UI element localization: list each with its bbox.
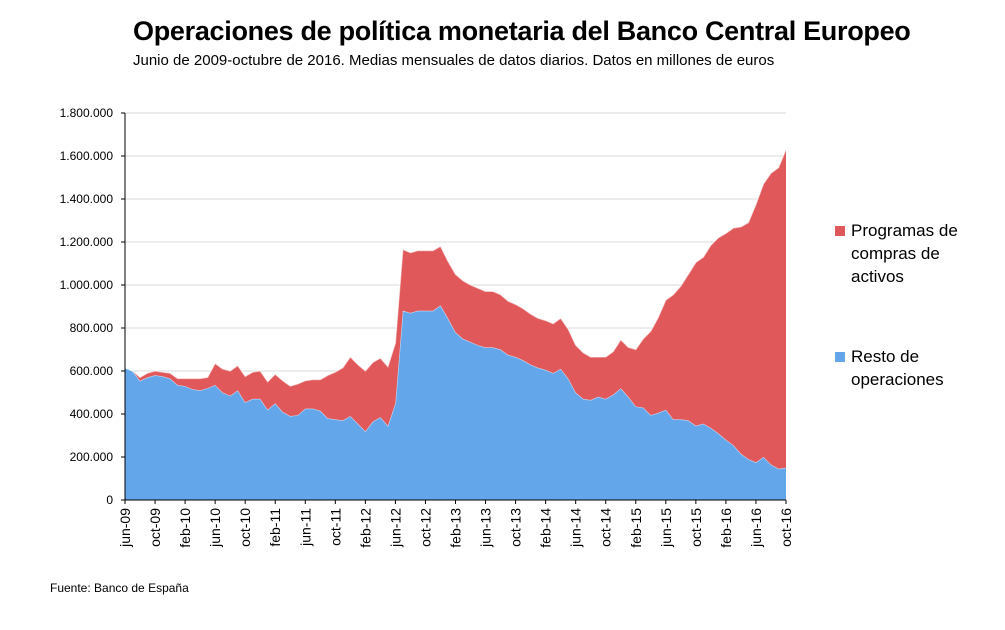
x-tick-label: jun-12 (387, 508, 403, 548)
x-tick-label: feb-14 (538, 508, 554, 548)
x-tick-label: jun-16 (748, 508, 764, 548)
x-tick-label: oct-12 (418, 508, 434, 547)
series-edge-line (124, 149, 787, 387)
y-tick-label: 800.000 (70, 321, 114, 335)
x-tick-label: oct-11 (327, 508, 343, 546)
axes (121, 112, 787, 504)
area-resto-de-operaciones (125, 305, 786, 500)
y-tick-labels: 0 200.000 400.000 600.000 800.000 1.000.000 1.… (60, 106, 114, 507)
x-tick-label: jun-09 (117, 508, 133, 548)
x-tick-label: oct-13 (508, 508, 524, 547)
y-tick-label: 200.000 (70, 450, 114, 464)
x-tick-label: feb-11 (267, 508, 283, 547)
x-tick-label: feb-16 (718, 508, 734, 548)
y-tick-label: 1.400.000 (60, 192, 114, 206)
legend-swatch (835, 352, 845, 362)
y-tick-label: 1.800.000 (60, 106, 114, 120)
y-tick-label: 1.600.000 (60, 149, 114, 163)
x-tick-label: feb-15 (628, 508, 644, 548)
chart-subtitle: Junio de 2009-octubre de 2016. Medias me… (133, 52, 775, 69)
chart-title: Operaciones de política monetaria del Ba… (133, 16, 911, 46)
y-tick-label: 1.200.000 (60, 235, 114, 249)
legend: Programas de compras de activos Resto de ope… (835, 221, 958, 389)
area-layer (124, 149, 787, 500)
x-tick-label: feb-10 (177, 508, 193, 548)
x-tick-label: oct-15 (688, 508, 704, 547)
x-tick-label: feb-13 (448, 508, 464, 548)
x-tick-label: jun-13 (478, 508, 494, 548)
y-tick-label: 0 (106, 493, 113, 507)
y-tick-label: 1.000.000 (60, 278, 114, 292)
area-programas-de-compras (125, 149, 786, 469)
x-tick-labels: jun-09 oct-09 feb-10 jun-10 oct-10 feb-11 jun-… (117, 508, 794, 548)
x-tick-label: jun-15 (658, 508, 674, 548)
legend-item-programas: Programas de compras de activos (851, 221, 958, 286)
legend-item-resto: Resto de operaciones (851, 347, 944, 389)
x-tick-label: jun-11 (297, 508, 313, 547)
y-tick-label: 400.000 (70, 407, 114, 421)
x-tick-label: oct-09 (147, 508, 163, 547)
legend-swatch (835, 226, 845, 236)
x-tick-label: jun-14 (568, 508, 584, 548)
chart-source: Fuente: Banco de España (50, 581, 189, 595)
x-tick-label: jun-10 (207, 508, 223, 548)
x-tick-label: oct-16 (778, 508, 794, 547)
x-tick-label: feb-12 (357, 508, 373, 548)
y-tick-label: 600.000 (70, 364, 114, 378)
x-tick-label: oct-10 (237, 508, 253, 547)
x-tick-label: oct-14 (598, 508, 614, 547)
